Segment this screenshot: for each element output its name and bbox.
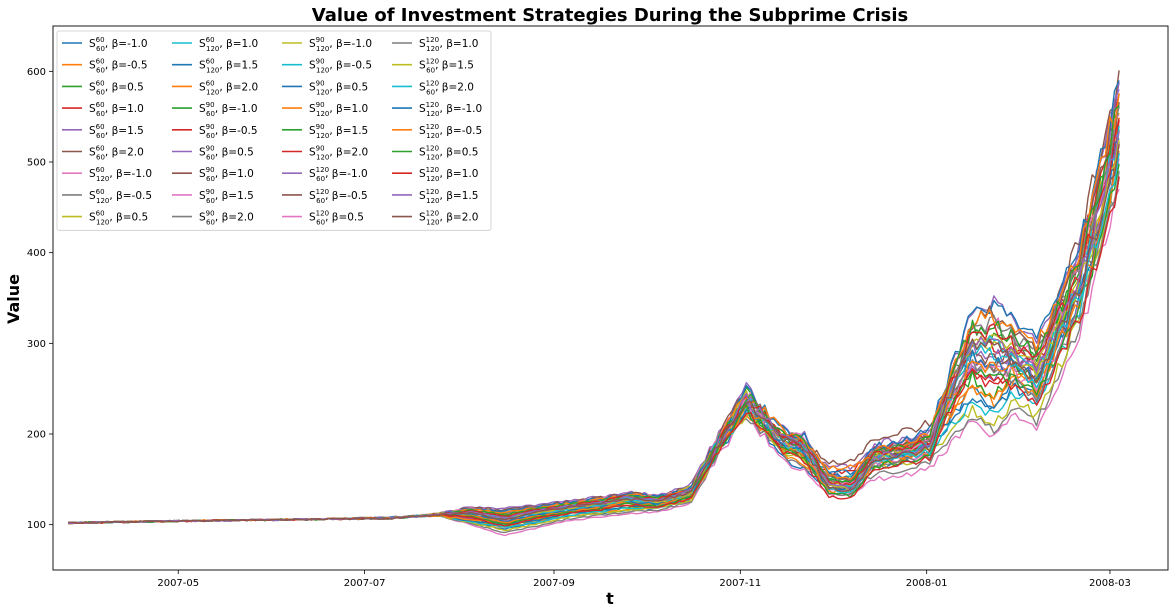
x-tick-label: 2007-09: [533, 578, 575, 589]
plot-frame: [52, 25, 1169, 571]
legend-label: S90 60, β=2.0: [199, 210, 254, 227]
plot-area: [68, 70, 1120, 537]
y-tick-label: 400: [27, 248, 46, 259]
x-tick-label: 2008-01: [906, 578, 948, 589]
legend-label: S120 120, β=0.5: [419, 145, 478, 162]
legend-label: S60 120, β=1.0: [199, 36, 258, 53]
legend-label: S60 60, β=1.0: [89, 101, 144, 118]
y-tick-label: 300: [27, 339, 46, 350]
legend-label: S120 60, β=-1.0: [309, 166, 368, 183]
legend-label: S120 60, β=1.5: [419, 58, 474, 75]
legend-label: S120 120, β=1.0: [419, 166, 478, 183]
y-axis-label: Value: [4, 274, 23, 324]
legend: S60 60, β=-1.0 S60 60, β=-0.5 S60 60, β=0.5 S6…: [56, 30, 492, 231]
legend-label: S90 120, β=0.5: [309, 79, 368, 96]
legend-label: S60 120, β=-1.0: [89, 166, 152, 183]
legend-label: S120 120, β=1.5: [419, 188, 478, 205]
legend-label: S60 60, β=1.5: [89, 123, 144, 140]
legend-label: S120 60, β=-0.5: [309, 188, 368, 205]
legend-label: S60 120, β=-0.5: [89, 188, 152, 205]
legend-label: S120 120, β=2.0: [419, 210, 478, 227]
legend-label: S120 60, β=0.5: [309, 210, 364, 227]
x-tick-label: 2007-07: [344, 578, 386, 589]
x-axis: 2007-05 2007-07 2007-09 2007-11 2008-01 2008-…: [157, 570, 1131, 589]
legend-label: S60 120, β=2.0: [199, 79, 258, 96]
legend-label: S90 120, β=1.0: [309, 101, 368, 118]
y-tick-label: 500: [27, 158, 46, 169]
legend-label: S120 120, β=-1.0: [419, 101, 482, 118]
y-axis: 100 200 300 400 500 600: [27, 67, 53, 531]
y-tick-label: 200: [27, 430, 46, 441]
legend-label: S90 60, β=1.0: [199, 166, 254, 183]
x-tick-label: 2008-03: [1089, 578, 1131, 589]
legend-label: S60 60, β=-1.0: [89, 36, 148, 53]
y-tick-label: 600: [27, 67, 46, 78]
series-line: [68, 143, 1120, 524]
legend-label: S60 60, β=2.0: [89, 145, 144, 162]
x-axis-label: t: [606, 589, 614, 608]
legend-label: S120 60, β=2.0: [419, 79, 474, 96]
legend-label: S90 60, β=1.5: [199, 188, 254, 205]
chart-title: Value of Investment Strategies During th…: [312, 5, 908, 26]
x-tick-label: 2007-11: [719, 578, 761, 589]
y-tick-label: 100: [27, 520, 46, 531]
legend-label: S60 60, β=0.5: [89, 79, 144, 96]
legend-label: S90 120, β=2.0: [309, 145, 368, 162]
legend-label: S90 60, β=0.5: [199, 145, 254, 162]
legend-box: [56, 30, 492, 231]
legend-label: S90 60, β=-0.5: [199, 123, 258, 140]
legend-label: S120 120, β=-0.5: [419, 123, 482, 140]
legend-label: S90 120, β=-0.5: [309, 58, 372, 75]
legend-label: S60 60, β=-0.5: [89, 58, 148, 75]
legend-label: S60 120, β=0.5: [89, 210, 148, 227]
legend-label: S60 120, β=1.5: [199, 58, 258, 75]
x-tick-label: 2007-05: [157, 578, 199, 589]
legend-label: S90 60, β=-1.0: [199, 101, 258, 118]
legend-label: S90 120, β=-1.0: [309, 36, 372, 53]
legend-label: S90 120, β=1.5: [309, 123, 368, 140]
legend-label: S120 120, β=1.0: [419, 36, 478, 53]
